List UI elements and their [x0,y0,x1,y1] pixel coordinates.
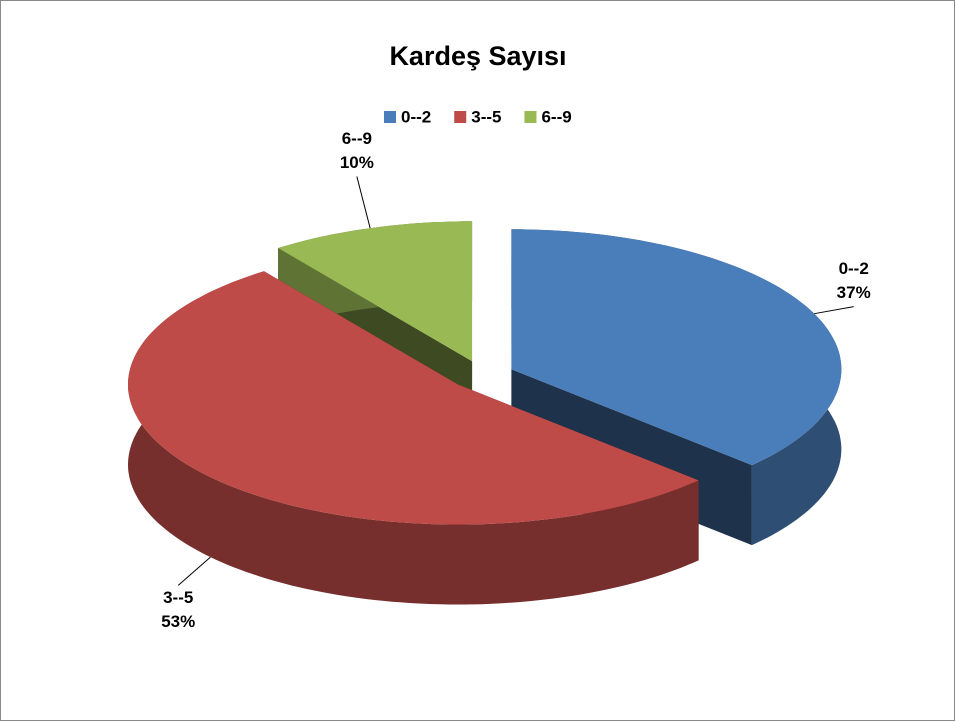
data-label-category: 6--9 [342,129,372,148]
legend-label: 6--9 [541,107,571,126]
leader-line [177,556,211,586]
data-label-value: 37% [837,283,871,302]
data-label-category: 0--2 [839,259,869,278]
slice [128,271,699,525]
data-label-category: 3--5 [163,588,193,607]
leader-line [356,176,371,229]
slice-wall [128,271,699,605]
data-label-value: 10% [340,153,374,172]
pie-tops [128,221,842,525]
leader-line [814,306,854,315]
slice [278,221,473,362]
slice [511,229,842,466]
legend-label: 3--5 [471,107,501,126]
legend-label: 0--2 [401,107,431,126]
legend-swatch [384,111,396,123]
legend: 0--2 3--5 6--9 [384,107,572,126]
chart-title: Kardeş Sayısı [389,41,566,71]
legend-swatch [524,111,537,123]
data-label-value: 53% [161,612,195,631]
legend-swatch [454,111,467,123]
